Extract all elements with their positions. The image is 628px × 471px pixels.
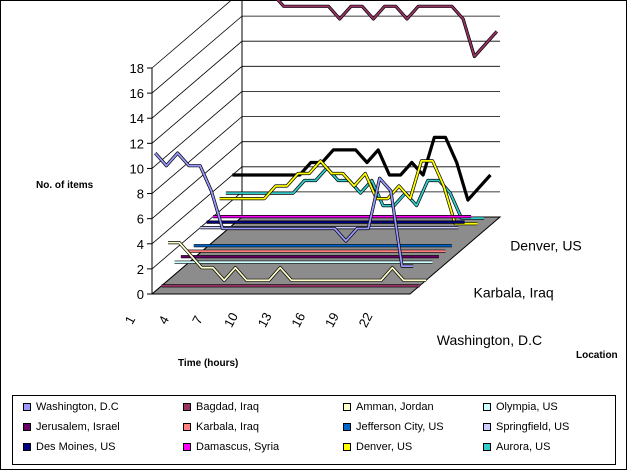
x-tick-label: 1 (122, 313, 139, 326)
y-tick-label: 4 (137, 237, 144, 252)
x-axis-title: Time (hours) (178, 358, 238, 369)
legend-swatch (343, 403, 351, 411)
legend-swatch (483, 443, 491, 451)
y-tick-label: 12 (130, 136, 144, 151)
gridline (151, 65, 500, 144)
legend-item: Jefferson City, US (343, 421, 444, 433)
legend-label: Aurora, US (496, 441, 551, 453)
legend-item: Karbala, Iraq (183, 421, 259, 433)
depth-label: Karbala, Iraq (474, 285, 554, 301)
x-tick-label: 10 (221, 310, 241, 330)
y-tick-label: 10 (130, 161, 144, 176)
legend-swatch (23, 443, 31, 451)
depth-label: Washington, D.C (437, 332, 542, 348)
series-line (232, 136, 492, 202)
gridline (151, 15, 500, 94)
legend-item: Damascus, Syria (183, 441, 279, 453)
legend-swatch (483, 403, 491, 411)
legend-item: Jerusalem, Israel (23, 421, 120, 433)
y-tick-label: 18 (130, 61, 144, 76)
legend-label: Jefferson City, US (356, 421, 444, 433)
x-tick-label: 7 (189, 313, 206, 326)
series-line (154, 152, 414, 268)
legend-label: Damascus, Syria (196, 441, 280, 453)
legend-swatch (23, 403, 31, 411)
y-tick-label: 16 (130, 86, 144, 101)
y-tick-label: 0 (137, 287, 144, 302)
series-line-outline (275, 0, 498, 59)
legend-swatch (183, 423, 191, 431)
series-line (219, 159, 478, 225)
gridline (151, 141, 500, 220)
legend-label: Springfield, US (496, 421, 570, 433)
series-line (276, 0, 498, 58)
legend-label: Olympia, US (496, 401, 558, 413)
depth-label: Denver, US (510, 238, 582, 254)
legend-item: Olympia, US (483, 401, 558, 413)
legend-item: Denver, US (343, 441, 412, 453)
series-line (168, 241, 427, 282)
legend-label: Des Moines, US (36, 441, 116, 453)
y-tick-label: 14 (130, 111, 144, 126)
legend-label: Karbala, Iraq (196, 421, 259, 433)
legend-item: Amman, Jordan (343, 401, 434, 413)
y-tick-label: 6 (137, 212, 144, 227)
y-tick-label: 2 (137, 262, 144, 277)
legend-label: Amman, Jordan (356, 401, 434, 413)
legend-item: Aurora, US (483, 441, 550, 453)
legend-item: Bagdad, Iraq (183, 401, 259, 413)
gridline (151, 116, 500, 194)
gridline (151, 0, 233, 69)
legend-item: Des Moines, US (23, 441, 115, 453)
legend-swatch (343, 423, 351, 431)
legend-swatch (183, 443, 191, 451)
legend-label: Jerusalem, Israel (36, 421, 120, 433)
x-tick-label: 22 (356, 310, 376, 330)
legend-item: Washington, D.C (23, 401, 119, 413)
legend-swatch (483, 423, 491, 431)
y-axis-title: No. of items (36, 180, 94, 191)
x-tick-label: 4 (155, 313, 172, 326)
x-tick-label: 19 (322, 310, 342, 330)
legend-item: Springfield, US (483, 421, 569, 433)
legend-swatch (23, 423, 31, 431)
legend-swatch (183, 403, 191, 411)
depth-axis-title: Location (576, 350, 618, 361)
legend-label: Bagdad, Iraq (196, 401, 259, 413)
y-tick-label: 8 (137, 187, 144, 202)
gridline (151, 40, 500, 119)
x-tick-label: 16 (288, 310, 308, 330)
legend-label: Washington, D.C (36, 401, 119, 413)
x-tick-label: 13 (255, 310, 275, 330)
chart-legend: Washington, D.C Bagdad, Iraq Amman, Jordan… (12, 395, 616, 465)
legend-swatch (343, 443, 351, 451)
legend-label: Denver, US (356, 441, 413, 453)
